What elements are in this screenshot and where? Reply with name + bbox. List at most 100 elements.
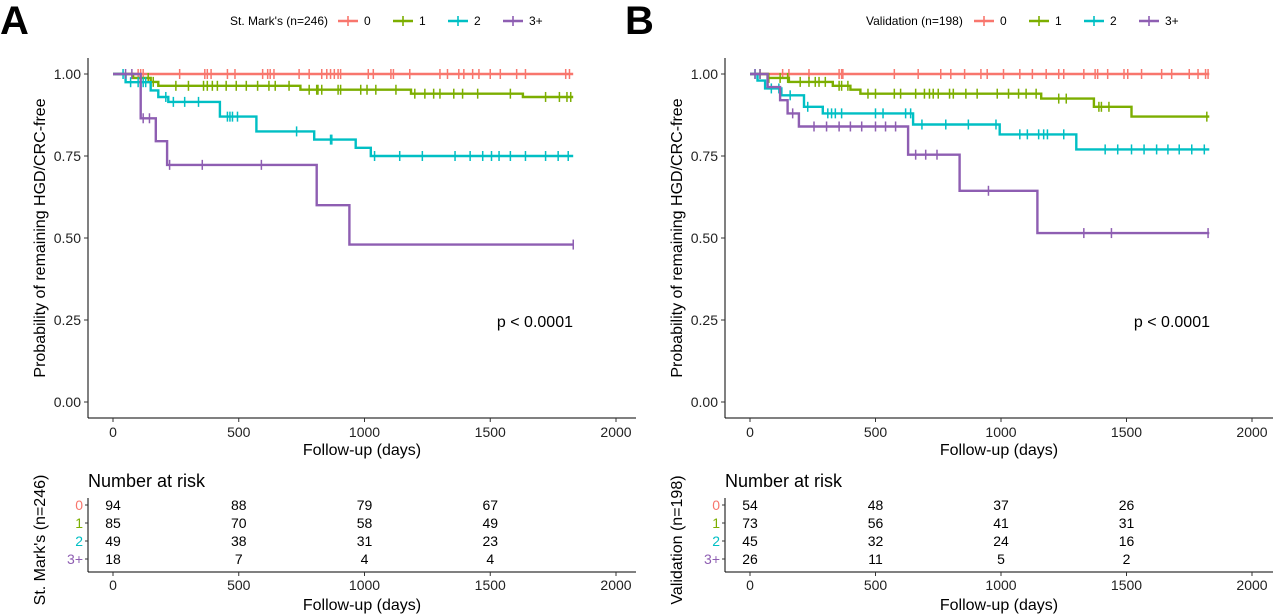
legend: St. Mark's (n=246) 0 1 2 3+ — [230, 14, 543, 28]
legend-item: 0 — [974, 14, 1007, 28]
legend-item: 0 — [338, 14, 371, 28]
risk-row: 3+ 18 7 4 4 — [67, 551, 494, 567]
x-tick-label: 1000 — [985, 424, 1016, 440]
series-2 — [750, 69, 1210, 155]
survival-curve — [113, 72, 574, 158]
x-axis-title: Follow-up (days) — [303, 442, 421, 459]
risk-row: 0 94 88 79 67 — [75, 497, 498, 513]
y-axis-title: Probability of remaining HGD/CRC-free — [32, 98, 49, 377]
risk-row: 1 85 70 58 49 — [75, 515, 498, 531]
risk-row-group-label: 1 — [712, 515, 720, 531]
survival-curve — [113, 72, 574, 99]
risk-row: 2 45 32 24 16 — [712, 533, 1134, 549]
risk-x-tick-label: 1000 — [985, 577, 1016, 593]
legend-item: 3+ — [1139, 14, 1179, 28]
x-tick-label: 2000 — [600, 424, 631, 440]
risk-count: 70 — [231, 515, 247, 531]
risk-table: Number at risk St. Mark's (n=246) 0 94 88 79 6… — [32, 471, 636, 614]
legend-label: 3+ — [1165, 14, 1179, 28]
risk-row: 3+ 26 11 5 2 — [704, 551, 1131, 567]
x-tick-label: 1500 — [475, 424, 506, 440]
risk-x-tick-label: 0 — [109, 577, 117, 593]
panel-letter: B — [625, 0, 654, 43]
risk-x-tick-label: 0 — [746, 577, 754, 593]
risk-x-tick-label: 2000 — [1236, 577, 1267, 593]
risk-count: 26 — [742, 551, 758, 567]
x-tick-label: 1500 — [1111, 424, 1142, 440]
series-1 — [750, 69, 1210, 122]
x-tick-label: 1000 — [349, 424, 380, 440]
risk-count: 38 — [231, 533, 247, 549]
survival-curve — [750, 72, 1210, 151]
y-tick-label: 0.00 — [54, 394, 81, 410]
legend-label: 2 — [1110, 14, 1117, 28]
legend-label: 0 — [364, 14, 371, 28]
risk-count: 54 — [742, 497, 758, 513]
risk-row-group-label: 2 — [75, 533, 83, 549]
panel-letter: A — [0, 0, 29, 43]
x-tick-label: 0 — [109, 424, 117, 440]
legend-label: 0 — [1000, 14, 1007, 28]
risk-count: 4 — [361, 551, 369, 567]
risk-row-group-label: 0 — [712, 497, 720, 513]
y-tick-label: 0.50 — [691, 230, 718, 246]
legend-item: 2 — [448, 14, 481, 28]
risk-x-tick-label: 2000 — [600, 577, 631, 593]
legend-label: 3+ — [529, 14, 543, 28]
risk-count: 45 — [742, 533, 758, 549]
risk-table-title: Number at risk — [88, 471, 206, 491]
risk-table: Number at risk Validation (n=198) 0 54 48 37 2… — [669, 471, 1273, 614]
p-value-annotation: p < 0.0001 — [497, 314, 573, 331]
survival-curve — [113, 72, 574, 246]
risk-count: 31 — [1119, 515, 1135, 531]
x-tick-label: 500 — [227, 424, 251, 440]
risk-row-group-label: 2 — [712, 533, 720, 549]
x-tick-label: 500 — [864, 424, 888, 440]
risk-count: 5 — [997, 551, 1005, 567]
risk-count: 73 — [742, 515, 758, 531]
plot-area — [113, 69, 574, 250]
risk-count: 26 — [1119, 497, 1135, 513]
risk-count: 18 — [105, 551, 121, 567]
series-1 — [113, 72, 574, 102]
risk-count: 7 — [235, 551, 243, 567]
risk-count: 37 — [993, 497, 1009, 513]
risk-count: 24 — [993, 533, 1009, 549]
y-tick-label: 1.00 — [691, 66, 718, 82]
legend-title: Validation (n=198) — [866, 14, 963, 28]
legend-item: 1 — [1029, 14, 1062, 28]
y-tick-label: 1.00 — [54, 66, 81, 82]
risk-count: 16 — [1119, 533, 1135, 549]
risk-count: 49 — [105, 533, 121, 549]
legend-label: 1 — [1055, 14, 1062, 28]
risk-x-axis-title: Follow-up (days) — [940, 597, 1058, 614]
p-value-annotation: p < 0.0001 — [1134, 314, 1210, 331]
risk-x-tick-label: 500 — [227, 577, 251, 593]
legend-item: 2 — [1084, 14, 1117, 28]
legend-title: St. Mark's (n=246) — [230, 14, 328, 28]
risk-x-axis-title: Follow-up (days) — [303, 597, 421, 614]
risk-row-group-label: 1 — [75, 515, 83, 531]
risk-count: 85 — [105, 515, 121, 531]
risk-row-group-label: 3+ — [67, 551, 83, 567]
x-tick-label: 2000 — [1236, 424, 1267, 440]
risk-count: 41 — [993, 515, 1009, 531]
series-0 — [750, 69, 1210, 79]
risk-count: 49 — [482, 515, 498, 531]
risk-x-tick-label: 1500 — [475, 577, 506, 593]
survival-curve — [750, 72, 1210, 118]
risk-row-group-label: 3+ — [704, 551, 720, 567]
survival-curve — [750, 72, 1210, 235]
y-tick-label: 0.25 — [691, 312, 718, 328]
risk-x-tick-label: 1500 — [1111, 577, 1142, 593]
panel-a: A St. Mark's (n=246) 0 1 2 3+ 0.00 0.25 0.50 0.75… — [0, 0, 636, 614]
legend-item: 3+ — [503, 14, 543, 28]
risk-x-tick-label: 500 — [864, 577, 888, 593]
panel-b: B Validation (n=198) 0 1 2 3+ 0.00 0.25 0.50 0.75… — [625, 0, 1273, 614]
y-tick-label: 0.00 — [691, 394, 718, 410]
y-tick-label: 0.50 — [54, 230, 81, 246]
x-tick-label: 0 — [746, 424, 754, 440]
series-3plus — [750, 69, 1210, 239]
risk-count: 79 — [357, 497, 373, 513]
